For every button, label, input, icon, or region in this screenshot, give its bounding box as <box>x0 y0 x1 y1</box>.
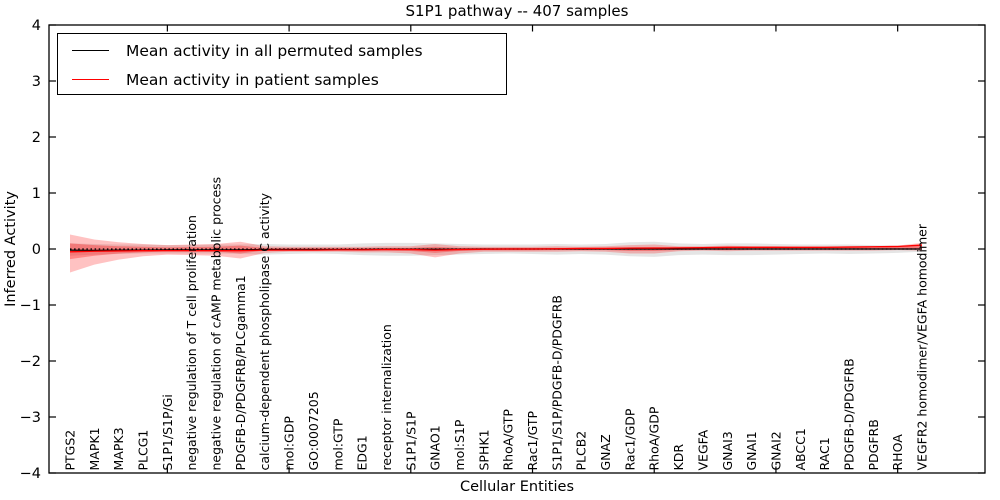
x-tick-label: Rac1/GDP <box>622 408 637 470</box>
x-tick-label: VEGFA <box>695 429 710 470</box>
x-tick-label: mol:GTP <box>330 418 345 470</box>
y-tick-labels: 4 3 2 1 0 −1 −2 −3 −4 <box>20 18 985 482</box>
legend-label-permuted: Mean activity in all permuted samples <box>126 41 423 60</box>
x-tick-label: GNAO1 <box>428 425 443 470</box>
x-tick-label: S1P1/S1P <box>403 411 418 470</box>
x-ticks <box>166 25 899 473</box>
legend-label-patient: Mean activity in patient samples <box>126 70 379 89</box>
legend-row-patient: Mean activity in patient samples <box>58 65 506 94</box>
x-tick-label: GO:0007205 <box>306 391 321 470</box>
x-tick-label: RhoA/GDP <box>647 406 662 470</box>
x-tick-label: RHOA <box>890 434 905 471</box>
y-tick-label: 2 <box>32 130 41 146</box>
x-tick-label: RAC1 <box>817 437 832 470</box>
x-tick-label: ABCC1 <box>793 428 808 470</box>
x-tick-label: negative regulation of T cell proliferat… <box>184 215 199 470</box>
x-tick-labels: PTGS2 MAPK1 MAPK3 PLCG1 S1P1/S1P/Gi negative … <box>63 177 930 471</box>
y-tick-label: 0 <box>32 242 41 258</box>
x-tick-label: PDGFB-D/PDGFRB <box>841 358 856 470</box>
y-tick-label: 3 <box>32 74 41 90</box>
patient-envelope-outer <box>70 234 922 273</box>
patient-line-swatch <box>72 79 109 80</box>
x-tick-label: GNAZ <box>598 434 613 470</box>
y-tick-label: 4 <box>32 18 41 34</box>
x-tick-label: PTGS2 <box>63 430 78 471</box>
x-tick-label: mol:GDP <box>282 416 297 471</box>
x-tick-label: S1P1/S1P/Gi <box>160 394 175 470</box>
x-tick-label: mol:S1P <box>452 419 467 470</box>
x-tick-label: GNAI2 <box>768 431 783 470</box>
legend: Mean activity in all permuted samples Me… <box>57 33 507 95</box>
y-tick-label: 1 <box>32 186 41 202</box>
x-tick-label: receptor internalization <box>379 324 394 470</box>
y-tick-label: −1 <box>20 298 41 314</box>
x-tick-label: SPHK1 <box>476 429 491 470</box>
chart-title: S1P1 pathway -- 407 samples <box>405 2 629 20</box>
x-tick-label: PDGFB-D/PDGFRB/PLCgamma1 <box>233 275 248 470</box>
x-tick-label: PLCB2 <box>574 431 589 471</box>
patient-mean-line <box>69 244 923 253</box>
x-tick-label: Rac1/GTP <box>525 411 540 471</box>
x-tick-label: MAPK3 <box>111 427 126 470</box>
x-tick-label: GNAI3 <box>720 431 735 470</box>
y-tick-label: −3 <box>20 410 41 426</box>
x-tick-label: VEGFR2 homodimer/VEGFA homodimer <box>915 223 930 470</box>
x-tick-label: MAPK1 <box>87 427 102 470</box>
x-tick-label: calcium-dependent phospholipase C activi… <box>257 192 272 470</box>
legend-row-permuted: Mean activity in all permuted samples <box>58 36 506 65</box>
x-tick-label: KDR <box>671 444 686 471</box>
x-tick-label: GNAI1 <box>744 431 759 470</box>
x-axis-label: Cellular Entities <box>459 479 575 495</box>
y-tick-label: −4 <box>20 466 41 482</box>
x-tick-label: EDG1 <box>355 435 370 470</box>
x-tick-label: negative regulation of cAMP metabolic pr… <box>209 177 224 471</box>
x-tick-label: PLCG1 <box>136 430 151 471</box>
permuted-line-swatch <box>72 50 109 51</box>
y-tick-label: −2 <box>20 354 41 370</box>
x-tick-label: PDGFRB <box>866 419 881 470</box>
x-tick-label: S1P1/S1P/PDGFB-D/PDGFRB <box>549 295 564 471</box>
x-tick-label: RhoA/GTP <box>501 409 516 471</box>
